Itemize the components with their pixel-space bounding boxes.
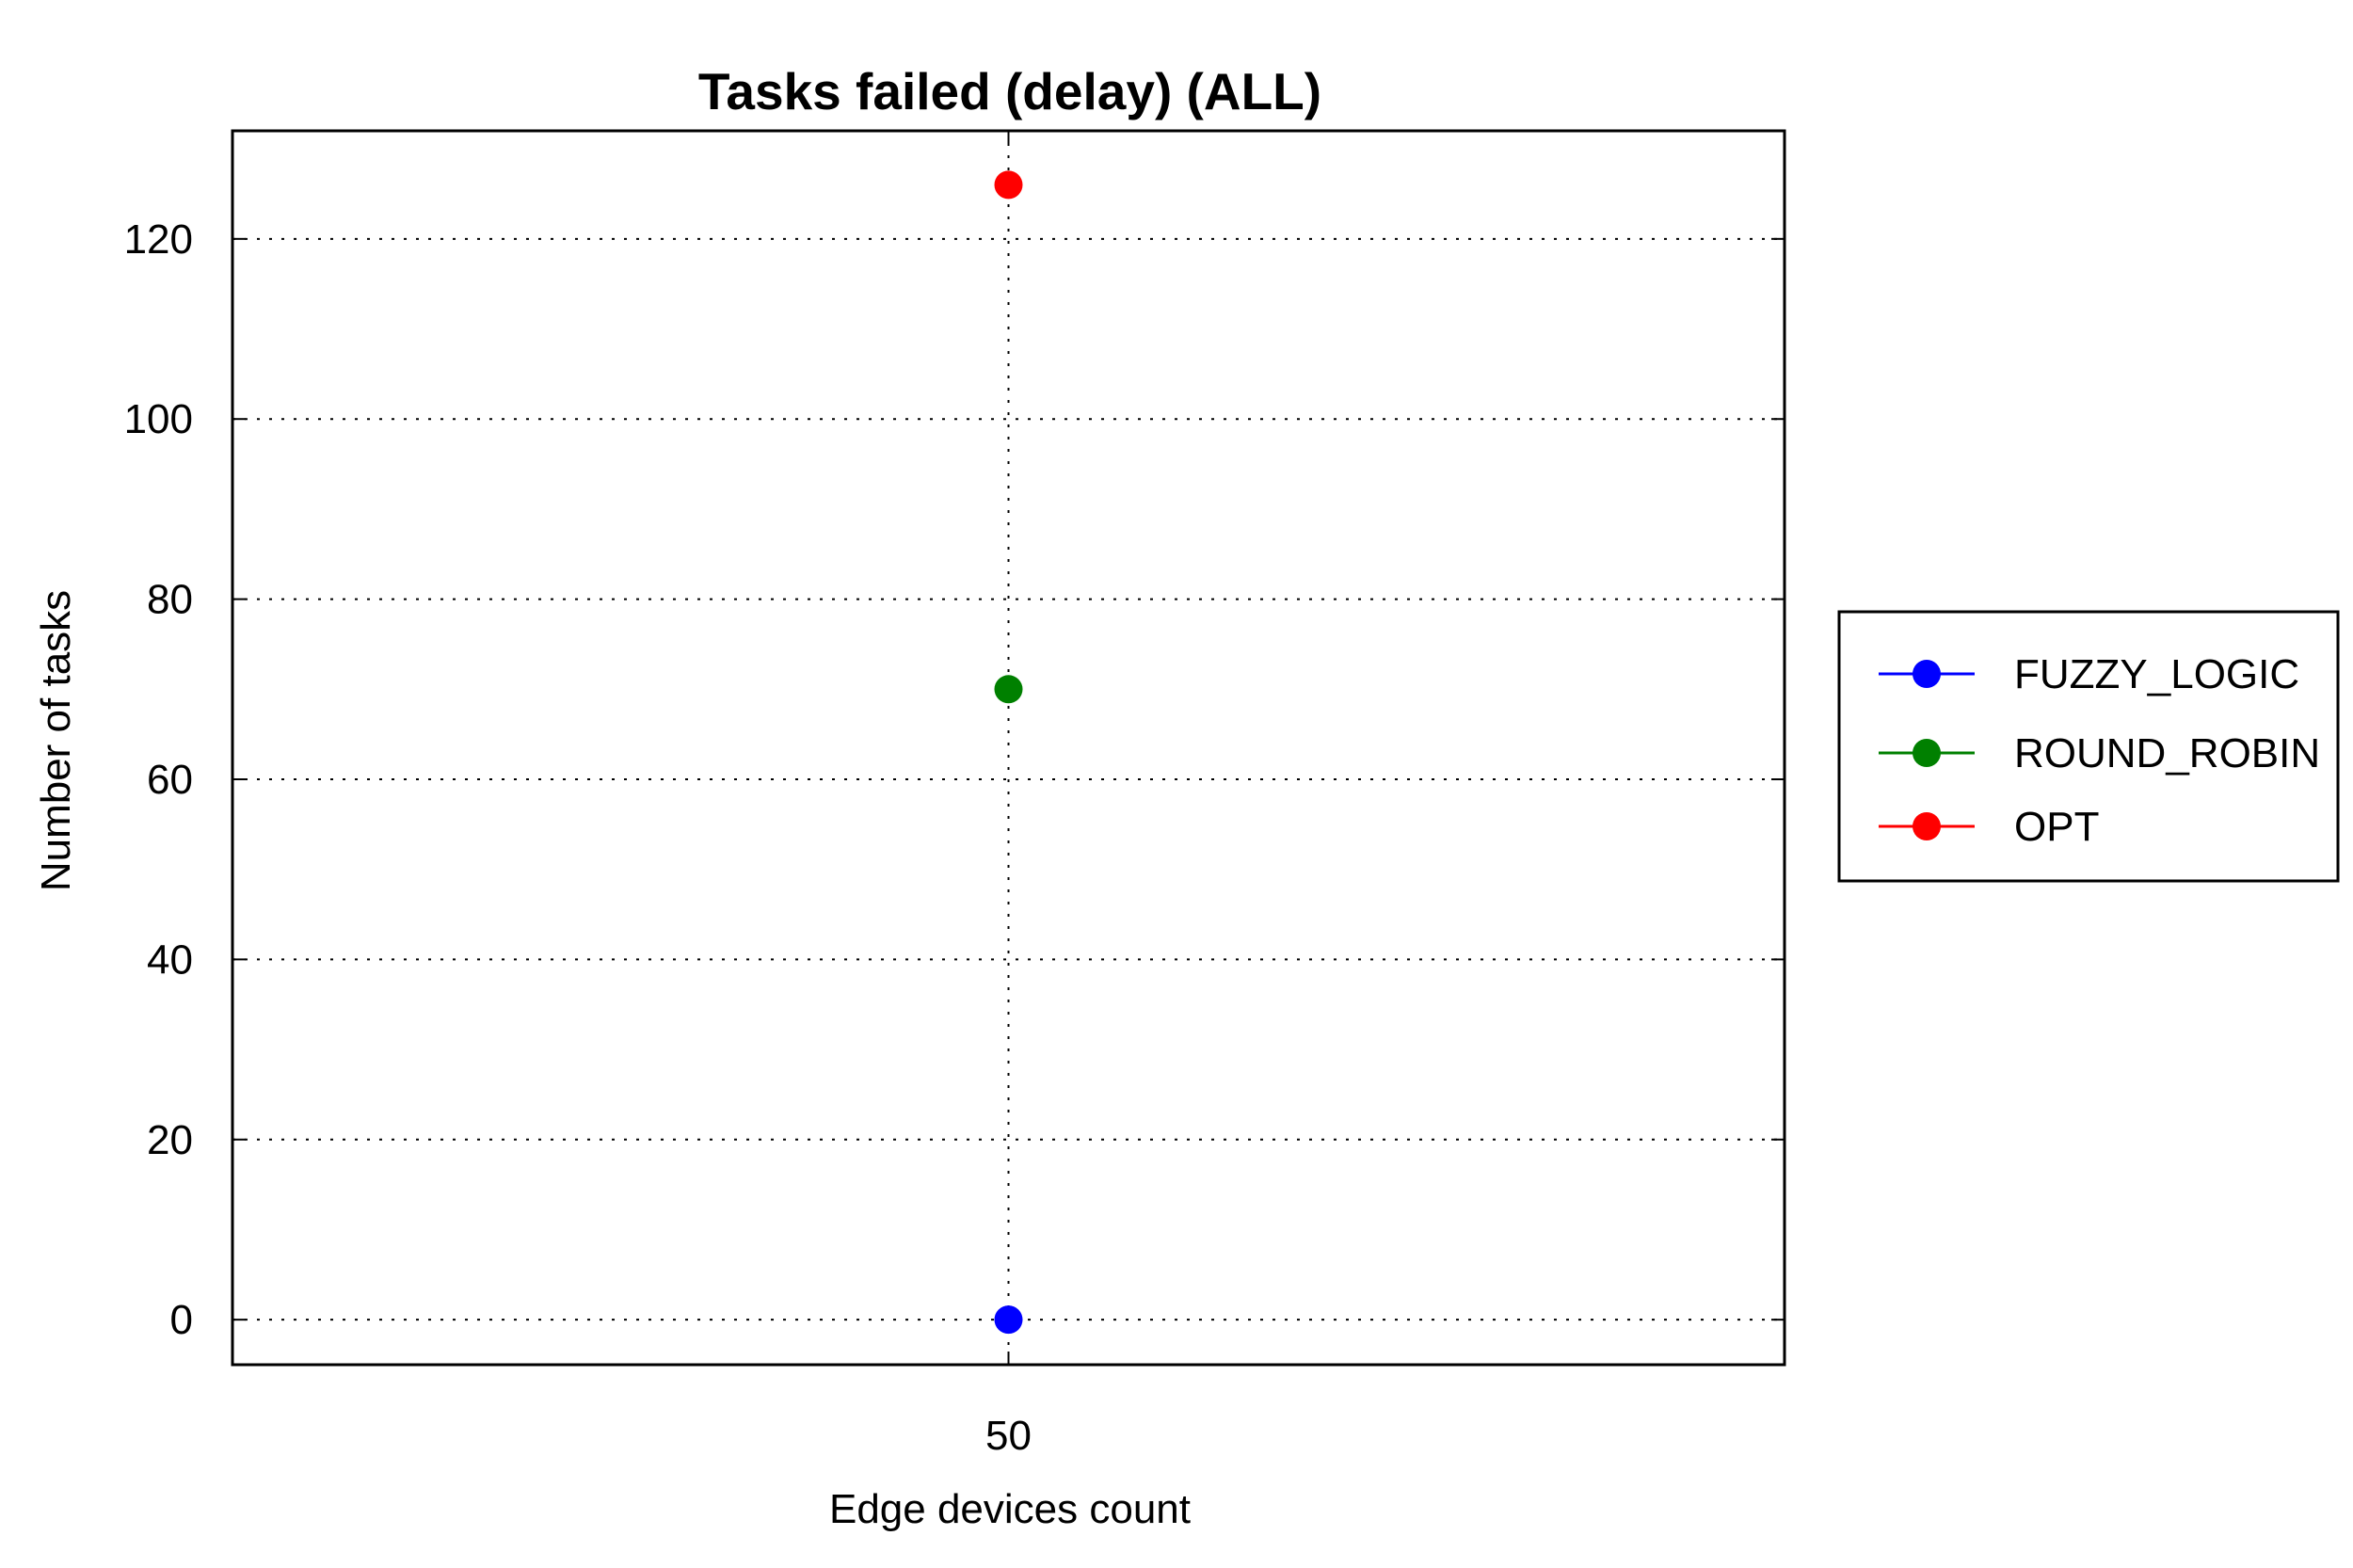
legend-label: FUZZY_LOGIC [2014,651,2299,697]
legend-item: FUZZY_LOGIC [1879,651,2299,697]
y-tick-label: 100 [124,396,193,442]
chart-title: Tasks failed (delay) (ALL) [698,62,1321,120]
legend-marker [1913,812,1941,840]
tick-layer: 0 20 40 60 80 100 120 50 [124,131,1785,1459]
series-2 [994,170,1023,200]
legend-label: OPT [2014,804,2099,850]
legend-marker [1913,739,1941,767]
legend-marker [1913,660,1941,688]
y-tick-label: 40 [147,936,193,983]
y-tick-label: 20 [147,1117,193,1163]
y-tick-label: 80 [147,577,193,623]
x-axis-label: Edge devices count [829,1486,1191,1532]
legend-box [1837,610,2340,883]
series-0 [994,1305,1023,1335]
legend-item: ROUND_ROBIN [1879,730,2320,776]
y-tick-label: 120 [124,216,193,263]
series-1 [994,675,1023,704]
legend: FUZZY_LOGIC ROUND_ROBIN OPT [1837,610,2340,883]
data-point [994,675,1023,704]
data-point [994,170,1023,200]
grid-layer [232,131,1785,1365]
legend-item: OPT [1879,804,2099,850]
data-point [994,1305,1023,1335]
legend-label: ROUND_ROBIN [2014,730,2320,776]
x-tick-label: 50 [985,1413,1032,1459]
y-tick-label: 0 [170,1297,193,1343]
y-axis-label: Number of tasks [33,590,79,891]
y-tick-label: 60 [147,757,193,803]
series-layer [994,170,1023,1335]
legend-items: FUZZY_LOGIC ROUND_ROBIN OPT [1879,651,2320,850]
